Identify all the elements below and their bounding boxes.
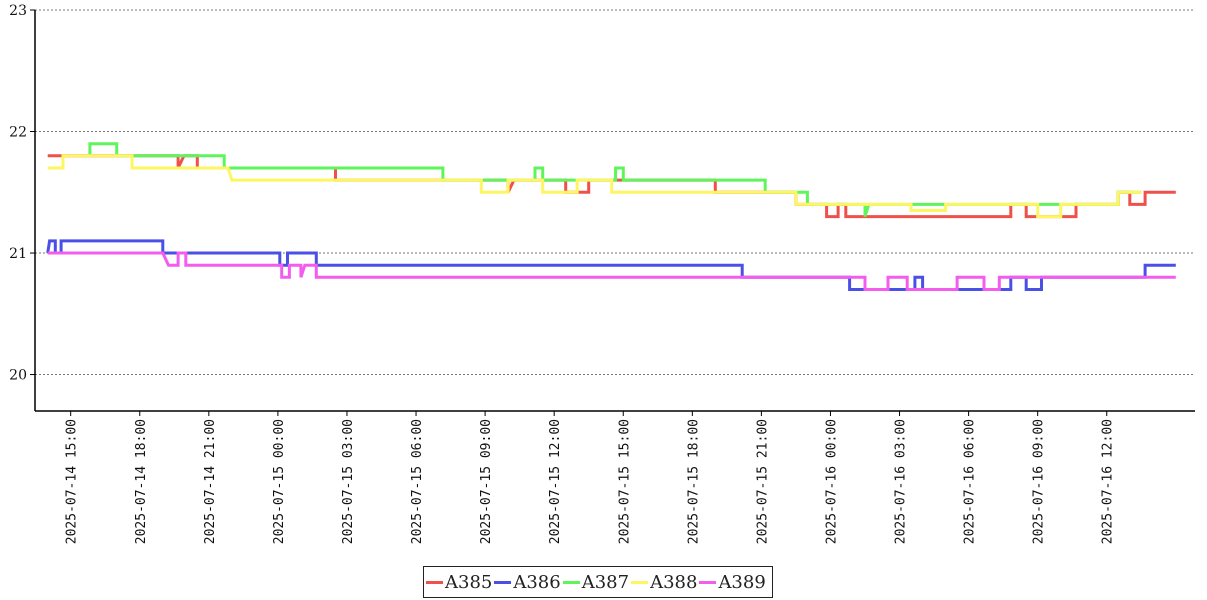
x-axis-ticks: 2025-07-14 15:00 2025-07-14 18:00 2025-07-… [65,411,1116,544]
y-tick-label: 22 [9,125,27,141]
legend-item-a386: A386 [494,571,561,593]
x-tick-label: 2025-07-15 06:00 [410,419,425,544]
legend-item-a385: A385 [426,572,492,593]
y-tick-label: 20 [9,368,27,384]
x-tick-label: 2025-07-14 18:00 [134,419,149,544]
series-line-a389 [47,251,1176,291]
legend-label: A389 [718,571,766,593]
series-line-a387 [88,142,1142,218]
legend-swatch [426,580,443,584]
series-line-a388 [47,154,1142,219]
x-tick-label: 2025-07-16 00:00 [824,419,839,544]
legend-swatch [631,580,649,584]
x-tick-label: 2025-07-15 00:00 [272,419,287,544]
legend-label: A387 [581,571,630,593]
legend-label: A388 [650,571,698,593]
legend: A385 A386 A387 A388 A389 [423,566,773,598]
x-tick-label: 2025-07-16 06:00 [963,419,978,544]
x-tick-label: 2025-07-16 12:00 [1101,419,1116,544]
y-tick-label: 23 [9,3,27,19]
legend-swatch [699,580,717,584]
legend-item-a388: A388 [631,572,697,593]
legend-swatch [562,580,580,584]
legend-item-a387: A387 [562,571,630,593]
x-tick-label: 2025-07-15 03:00 [341,419,356,544]
legend-item-a389: A389 [699,571,766,593]
legend-label: A386 [513,571,561,593]
x-tick-label: 2025-07-15 12:00 [548,419,563,544]
x-tick-label: 2025-07-14 15:00 [65,419,80,544]
y-axis-ticks: 20 21 22 23 [9,3,35,384]
x-tick-label: 2025-07-15 15:00 [617,419,632,544]
series-lines [46,142,1176,291]
x-tick-label: 2025-07-15 18:00 [686,419,701,544]
x-tick-label: 2025-07-15 09:00 [479,419,494,544]
x-tick-label: 2025-07-16 03:00 [894,419,909,544]
legend-swatch [494,580,512,584]
legend-label: A385 [445,571,493,593]
x-tick-label: 2025-07-16 09:00 [1032,419,1047,544]
x-tick-label: 2025-07-15 21:00 [755,419,770,544]
x-tick-label: 2025-07-14 21:00 [203,419,218,544]
y-tick-label: 21 [9,246,27,262]
